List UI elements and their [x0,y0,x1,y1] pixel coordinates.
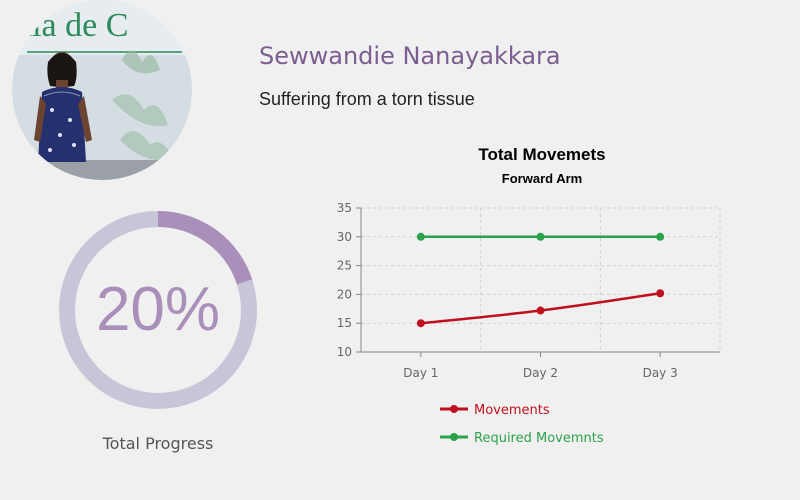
x-tick-label: Day 1 [403,366,438,380]
patient-condition: Suffering from a torn tissue [259,89,475,109]
y-tick-label: 20 [337,287,352,301]
profile-photo: ala de C [12,0,192,180]
data-point [536,232,545,241]
legend-label: Movements [474,403,550,418]
progress-label: Total Progress [102,434,214,453]
y-tick-label: 15 [337,316,352,330]
patient-name: Sewwandie Nanayakkara [259,42,561,70]
movements-chart: Total Movemets Forward Arm 10 15 20 25 30 35 D… [337,145,721,446]
avatar: ala de C [12,0,192,180]
x-tick-label: Day 2 [523,366,558,380]
progress-ring: 20% [58,210,258,410]
x-tick-label: Day 3 [643,366,678,380]
data-point [656,289,665,298]
legend-marker [450,405,458,413]
progress-ring-fill [157,211,253,285]
legend-label: Required Movemnts [474,431,604,446]
data-point [656,232,665,241]
y-tick-label: 30 [337,230,352,244]
data-point [536,306,545,315]
data-point [416,319,425,328]
legend-marker [450,433,458,441]
progress-percentage: 20% [95,275,221,344]
y-tick-label: 10 [337,345,352,359]
chart-title: Total Movemets [478,145,605,164]
data-point [416,232,425,241]
y-tick-label: 35 [337,201,352,215]
photo-banner-text: ala de C [17,7,128,44]
y-tick-label: 25 [337,259,352,273]
chart-subtitle: Forward Arm [502,171,582,186]
